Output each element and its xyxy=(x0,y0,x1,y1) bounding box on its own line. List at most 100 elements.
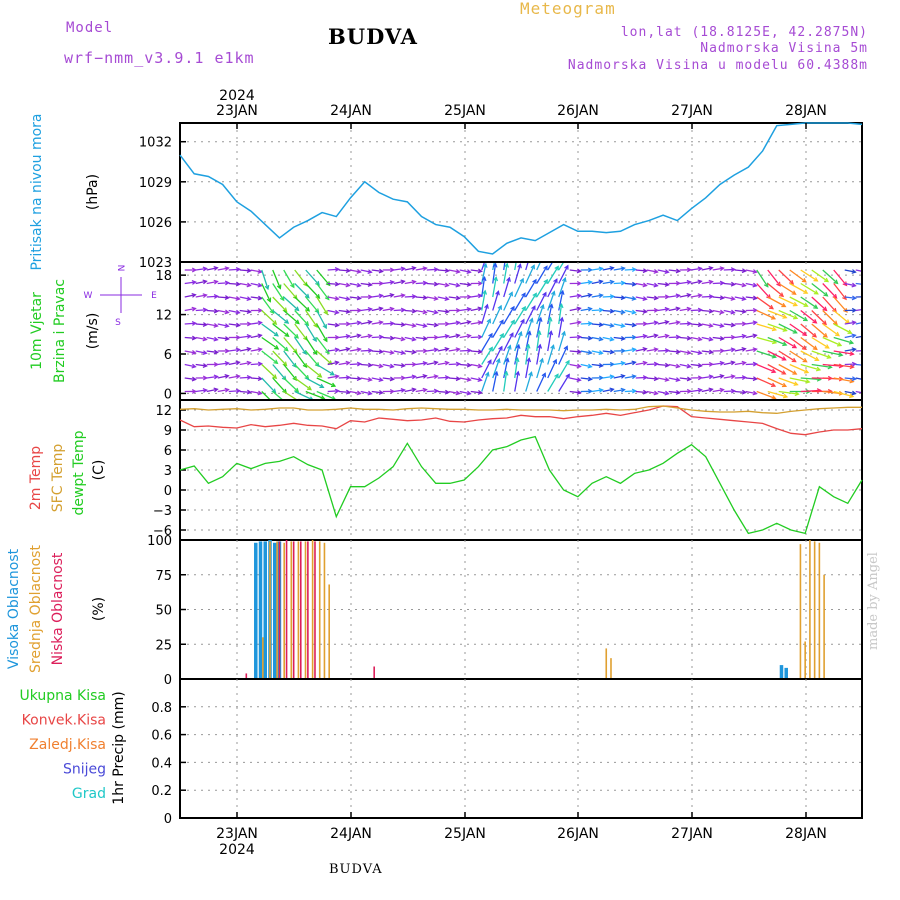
y-tick-label: −6 xyxy=(153,524,172,539)
wind-arrow-head xyxy=(609,266,615,271)
wind-arrow-head xyxy=(294,333,299,339)
cloud-bar xyxy=(297,541,300,679)
wind-arrow xyxy=(195,267,207,271)
wind-arrow-head xyxy=(367,282,373,287)
wind-arrow xyxy=(690,336,702,341)
wind-arrow xyxy=(844,334,856,339)
wind-arrow-head xyxy=(334,267,340,272)
wind-arrow xyxy=(635,296,647,300)
model-name: wrf−nmm_v3.9.1 e1km xyxy=(64,49,255,67)
wind-arrow-head xyxy=(587,321,593,326)
y-tick-label: 0.4 xyxy=(151,756,172,771)
wind-arrow xyxy=(195,309,207,312)
wind-arrow-head xyxy=(814,356,820,361)
wind-arrow xyxy=(778,350,797,363)
wind-arrow xyxy=(624,309,636,314)
wind-arrow-head xyxy=(257,295,263,301)
wind-arrow xyxy=(514,263,517,271)
panel-frame xyxy=(179,678,863,819)
wind-arrow xyxy=(261,269,269,290)
wind-arrow xyxy=(657,308,669,312)
wind-arrow-head xyxy=(631,374,637,380)
wind-arrow-head xyxy=(548,303,554,309)
wind-arrow xyxy=(349,348,361,352)
wind-arrow-head xyxy=(781,370,787,375)
wind-arrow-head xyxy=(609,323,615,328)
wind-arrow-head xyxy=(653,390,659,396)
wind-arrow xyxy=(624,323,636,326)
wind-arrow-head xyxy=(686,321,692,327)
wind-arrow-head xyxy=(514,356,520,363)
wind-arrow xyxy=(437,361,449,366)
wind-arrow xyxy=(338,376,350,379)
wind-arrow xyxy=(690,323,702,326)
wind-arrow xyxy=(547,373,559,392)
wind-arrow xyxy=(811,269,829,283)
wind-arrow xyxy=(833,377,854,383)
wind-arrow xyxy=(525,305,536,325)
wind-arrow-head xyxy=(741,375,747,381)
wind-arrow-head xyxy=(833,279,839,285)
wind-arrow xyxy=(580,377,592,380)
wind-arrow xyxy=(558,263,564,271)
wind-arrow xyxy=(294,310,309,326)
wind-arrow-head xyxy=(851,282,857,288)
wind-arrow xyxy=(558,346,568,365)
wind-arrow-head xyxy=(367,269,373,274)
top-year-label: 2024 xyxy=(219,88,255,104)
wind-arrow-head xyxy=(202,363,208,368)
wind-arrow-head xyxy=(587,376,593,382)
wind-arrow-head xyxy=(334,388,340,394)
wind-arrow-head xyxy=(466,320,472,325)
wind-arrow-head xyxy=(631,360,637,366)
wind-arrow xyxy=(327,296,339,300)
cloud-bar xyxy=(314,541,316,679)
wind-arrow xyxy=(723,375,735,379)
wind-arrow xyxy=(646,269,658,273)
wind-arrow-head xyxy=(257,390,263,396)
wind-arrow xyxy=(800,350,819,361)
wind-arrow xyxy=(679,336,691,340)
wind-arrow-head xyxy=(558,302,564,309)
wind-arrow xyxy=(800,282,819,295)
wind-arrow-head xyxy=(543,265,548,271)
wind-arrow xyxy=(844,282,856,287)
compass-west: W xyxy=(84,291,93,301)
wind-arrow xyxy=(415,375,427,379)
wind-arrow xyxy=(602,350,614,353)
wind-arrow-head xyxy=(792,329,798,334)
wind-arrow xyxy=(426,323,438,327)
wind-arrow xyxy=(283,310,300,325)
wind-arrow xyxy=(371,377,383,381)
wind-arrow xyxy=(679,322,691,325)
cloud-bar xyxy=(779,665,784,679)
wind-arrow xyxy=(745,282,757,287)
wind-arrow xyxy=(426,268,438,271)
wind-arrow xyxy=(789,350,807,363)
wind-arrow xyxy=(712,389,724,393)
wind-arrow xyxy=(547,317,552,338)
wind-arrow-head xyxy=(752,307,758,313)
wind-arrow-head xyxy=(486,318,491,324)
wind-arrow xyxy=(525,344,530,365)
wind-arrow-head xyxy=(793,314,799,320)
y-tick-label: 50 xyxy=(155,604,172,619)
wind-arrow xyxy=(811,323,828,338)
wind-arrow-head xyxy=(849,351,855,357)
wind-arrow-head xyxy=(477,349,483,355)
wind-arrow-head xyxy=(466,377,472,382)
wind-arrow-head xyxy=(803,302,809,307)
wind-arrow-head xyxy=(697,336,703,342)
wind-arrow-head xyxy=(246,347,252,352)
wind-arrow-head xyxy=(510,305,515,311)
wind-arrow xyxy=(745,296,757,299)
wind-arrow-head xyxy=(697,307,703,313)
cloud-bar xyxy=(278,541,281,679)
wind-arrow xyxy=(393,294,405,298)
wind-arrow xyxy=(833,336,854,344)
wind-arrow xyxy=(767,269,781,287)
wind-arrow-head xyxy=(504,250,508,254)
wind-arrow xyxy=(547,331,552,352)
wind-arrow-head xyxy=(356,361,362,367)
wind-arrow xyxy=(712,296,724,299)
